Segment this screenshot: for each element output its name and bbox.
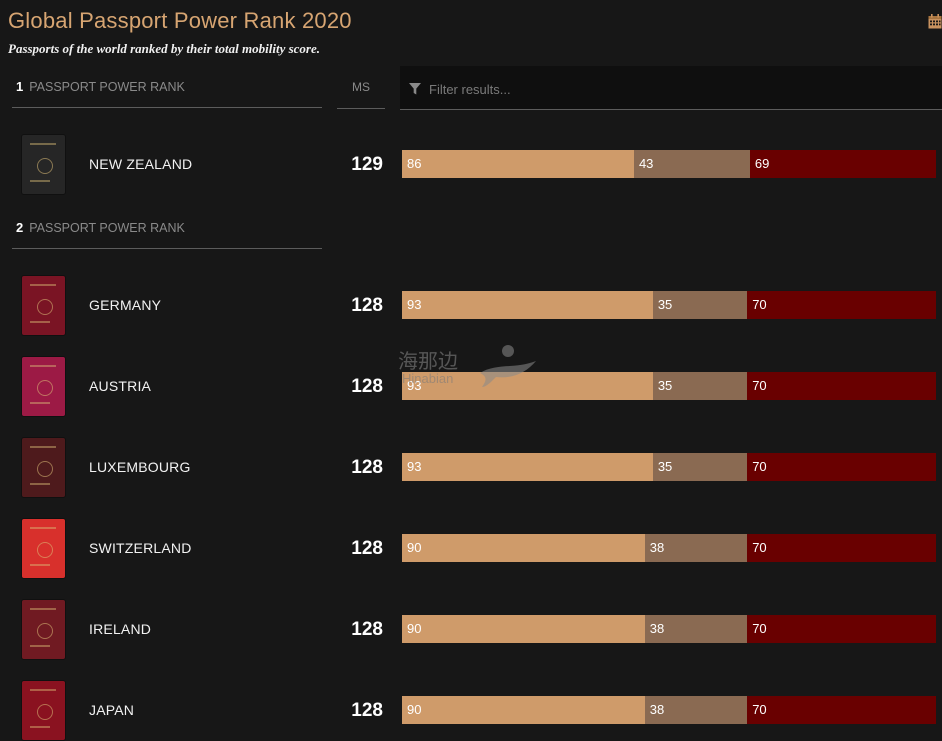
country-name: SWITZERLAND <box>89 540 192 556</box>
score-bar: 86 43 69 <box>402 150 936 178</box>
score-segment-3: 70 <box>747 372 936 400</box>
mobility-score: 128 <box>351 619 383 640</box>
country-row[interactable]: IRELAND 128 90 38 70 <box>0 600 942 660</box>
score-segment-2: 35 <box>652 291 748 319</box>
score-segment-2: 35 <box>652 453 748 481</box>
passport-image <box>22 276 65 335</box>
mobility-score: 129 <box>351 154 383 175</box>
country-name: AUSTRIA <box>89 378 152 394</box>
rank-header-1: 1 PASSPORT POWER RANK <box>12 66 322 108</box>
score-bar: 93 35 70 <box>402 453 936 481</box>
rank-label: PASSPORT POWER RANK <box>29 80 185 94</box>
score-segment-1: 93 <box>402 372 653 400</box>
filter-bar <box>400 66 942 110</box>
score-segment-1: 90 <box>402 615 645 643</box>
passport-image <box>22 600 65 659</box>
country-row[interactable]: LUXEMBOURG 128 93 35 70 <box>0 438 942 498</box>
score-segment-3: 70 <box>747 291 936 319</box>
mobility-score: 128 <box>351 538 383 559</box>
score-segment-3: 70 <box>747 696 936 724</box>
rank-number: 1 <box>16 79 24 94</box>
country-name: GERMANY <box>89 297 162 313</box>
country-name: NEW ZEALAND <box>89 156 193 172</box>
score-bar: 90 38 70 <box>402 534 936 562</box>
score-segment-3: 70 <box>747 453 936 481</box>
country-name: JAPAN <box>89 702 135 718</box>
passport-image <box>22 681 65 740</box>
filter-icon <box>409 83 421 95</box>
score-segment-1: 90 <box>402 534 645 562</box>
score-segment-1: 93 <box>402 291 653 319</box>
filter-input[interactable] <box>427 77 911 101</box>
rank-label: PASSPORT POWER RANK <box>29 221 185 235</box>
country-row[interactable]: NEW ZEALAND 129 86 43 69 <box>0 135 942 195</box>
country-row[interactable]: SWITZERLAND 128 90 38 70 <box>0 519 942 579</box>
score-bar: 90 38 70 <box>402 615 936 643</box>
ms-column-header[interactable]: MS <box>337 66 385 109</box>
score-segment-3: 70 <box>747 615 936 643</box>
page-subtitle: Passports of the world ranked by their t… <box>8 41 321 56</box>
score-bar: 93 35 70 <box>402 291 936 319</box>
score-segment-2: 43 <box>633 150 750 178</box>
mobility-score: 128 <box>351 295 383 316</box>
mobility-score: 128 <box>351 700 383 721</box>
score-segment-3: 70 <box>747 534 936 562</box>
country-row[interactable]: GERMANY 128 93 35 70 <box>0 276 942 336</box>
score-segment-1: 86 <box>402 150 634 178</box>
country-row[interactable]: JAPAN 128 90 38 70 <box>0 681 942 741</box>
mobility-score: 128 <box>351 457 383 478</box>
score-segment-1: 90 <box>402 696 645 724</box>
rank-header-2: 2 PASSPORT POWER RANK <box>12 207 322 249</box>
page-title: Global Passport Power Rank 2020 <box>8 8 352 33</box>
score-segment-1: 93 <box>402 453 653 481</box>
score-segment-2: 35 <box>652 372 748 400</box>
score-segment-2: 38 <box>644 534 748 562</box>
score-bar: 93 35 70 <box>402 372 936 400</box>
country-name: LUXEMBOURG <box>89 459 191 475</box>
score-segment-3: 69 <box>749 150 936 178</box>
score-bar: 90 38 70 <box>402 696 936 724</box>
passport-image <box>22 519 65 578</box>
passport-image <box>22 357 65 416</box>
passport-image <box>22 438 65 497</box>
mobility-score: 128 <box>351 376 383 397</box>
calendar-icon[interactable] <box>928 14 942 29</box>
country-name: IRELAND <box>89 621 152 637</box>
score-segment-2: 38 <box>644 615 748 643</box>
score-segment-2: 38 <box>644 696 748 724</box>
country-row[interactable]: AUSTRIA 128 93 35 70 <box>0 357 942 417</box>
rank-number: 2 <box>16 220 24 235</box>
passport-image <box>22 135 65 194</box>
